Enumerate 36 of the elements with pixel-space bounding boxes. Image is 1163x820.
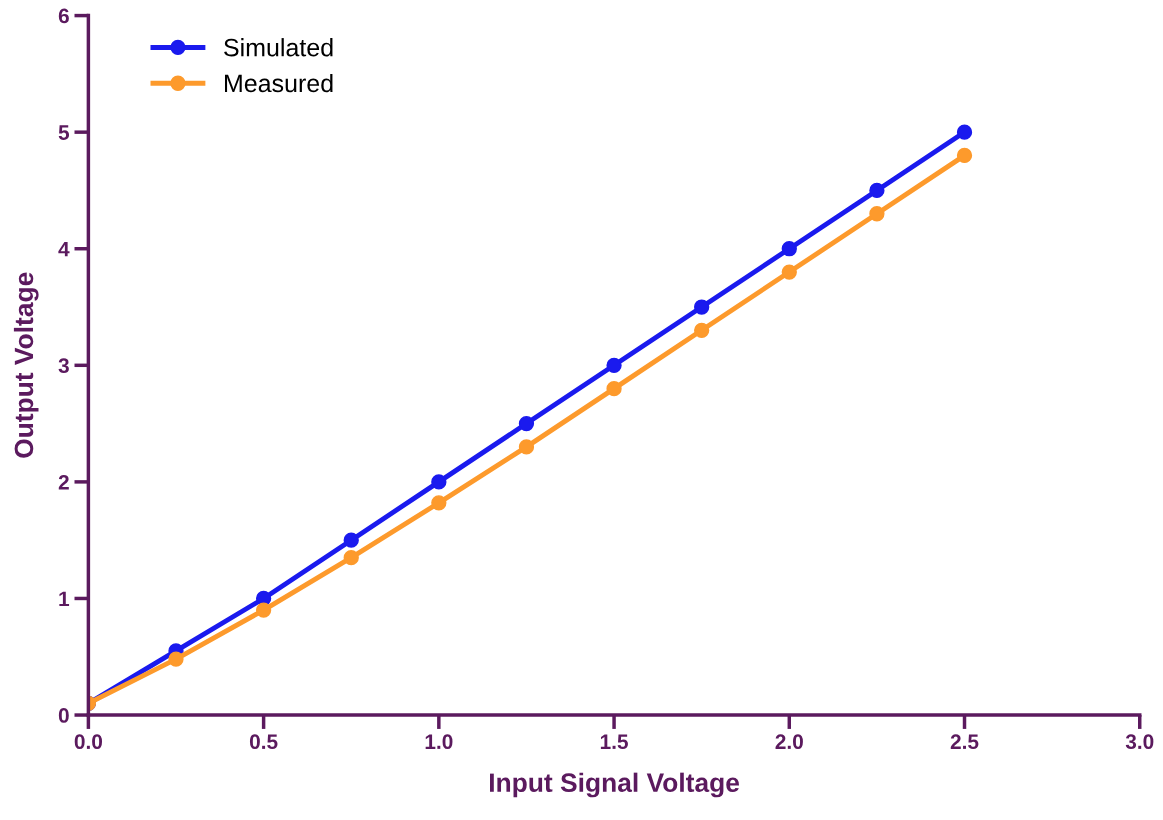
point [781,264,797,280]
x-axis-title: Input Signal Voltage [489,772,740,798]
point [956,147,973,164]
y-tick-label: 2 [58,474,69,490]
y-tick-label: 3 [58,358,69,374]
x-tick-label: 1.0 [425,734,453,750]
x-tick-label: 3.0 [1125,734,1154,750]
legend-label: Measured [224,73,333,93]
point [606,357,622,373]
point [781,241,797,257]
point [343,550,359,566]
x-tick-label: 0.5 [249,734,278,750]
point [869,182,885,199]
point [606,380,622,397]
x-tick-label: 2.0 [775,734,803,750]
point [518,415,535,432]
point [168,651,184,667]
point [255,602,272,618]
x-tick-label: 1.5 [600,734,628,750]
x-tick-label: 0.0 [74,734,103,750]
y-tick-label: 5 [58,125,70,140]
point [694,322,710,338]
point [869,206,885,222]
point [518,439,535,455]
x-tick-label: 2.5 [950,734,979,750]
y-tick-label: 4 [58,241,70,257]
point [956,124,973,140]
legend-label: Simulated [224,38,333,57]
y-tick-label: 1 [59,591,70,607]
point [343,532,359,548]
y-tick-label: 0 [58,708,69,723]
point [694,299,710,315]
y-tick-label: 6 [58,8,69,24]
point [431,495,447,511]
point [431,474,447,490]
y-axis-title: Output Voltage [13,272,39,458]
